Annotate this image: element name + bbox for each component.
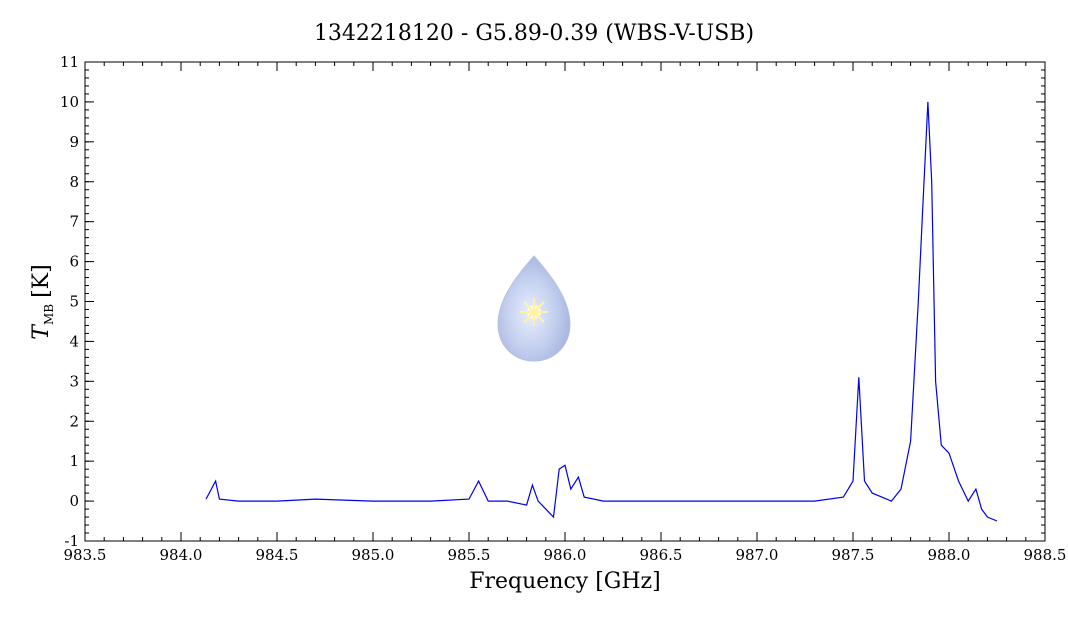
y-tick-label: 8 [69, 173, 79, 191]
y-tick-label: 1 [69, 452, 79, 470]
y-axis-label-unit: [K] [29, 264, 54, 298]
x-tick-label: 983.5 [64, 546, 107, 564]
axis-tick-labels: 983.5 984.0 984.5 985.0 985.5 986.0 986.5 987.0… [60, 53, 1067, 564]
x-tick-label: 988.0 [928, 546, 971, 564]
x-tick-label: 986.5 [640, 546, 683, 564]
wish-logo [497, 255, 571, 362]
x-tick-label: 986.0 [544, 546, 587, 564]
x-tick-label: 985.0 [352, 546, 395, 564]
y-tick-label: -1 [64, 532, 79, 550]
y-tick-label: 6 [69, 253, 79, 271]
x-tick-label: 987.5 [832, 546, 875, 564]
x-tick-label: 985.5 [448, 546, 491, 564]
x-axis-label: Frequency [GHz] [469, 569, 661, 594]
svg-text:TMB[K]: TMB [K] [29, 264, 56, 339]
x-tick-label: 988.5 [1024, 546, 1067, 564]
y-axis-label-sub: MB [42, 304, 56, 325]
y-tick-label: 7 [69, 213, 79, 231]
x-tick-label: 984.5 [256, 546, 299, 564]
y-tick-label: 11 [60, 53, 79, 71]
chart-title: 1342218120 - G5.89-0.39 (WBS-V-USB) [314, 21, 754, 46]
y-axis-label-main: T [29, 323, 54, 340]
y-tick-label: 4 [69, 332, 79, 350]
spectrum-line [205, 101, 998, 522]
y-tick-label: 0 [69, 492, 79, 510]
y-tick-label: 10 [60, 93, 79, 111]
y-tick-label: 9 [69, 133, 79, 151]
axis-ticks [84, 61, 1046, 542]
y-tick-label: 3 [69, 372, 79, 390]
y-tick-label: 5 [69, 293, 79, 311]
star-icon [520, 298, 548, 326]
y-tick-label: 2 [69, 412, 79, 430]
y-axis-label: TMB [K] [29, 264, 56, 339]
x-tick-label: 984.0 [160, 546, 203, 564]
x-tick-label: 987.0 [736, 546, 779, 564]
